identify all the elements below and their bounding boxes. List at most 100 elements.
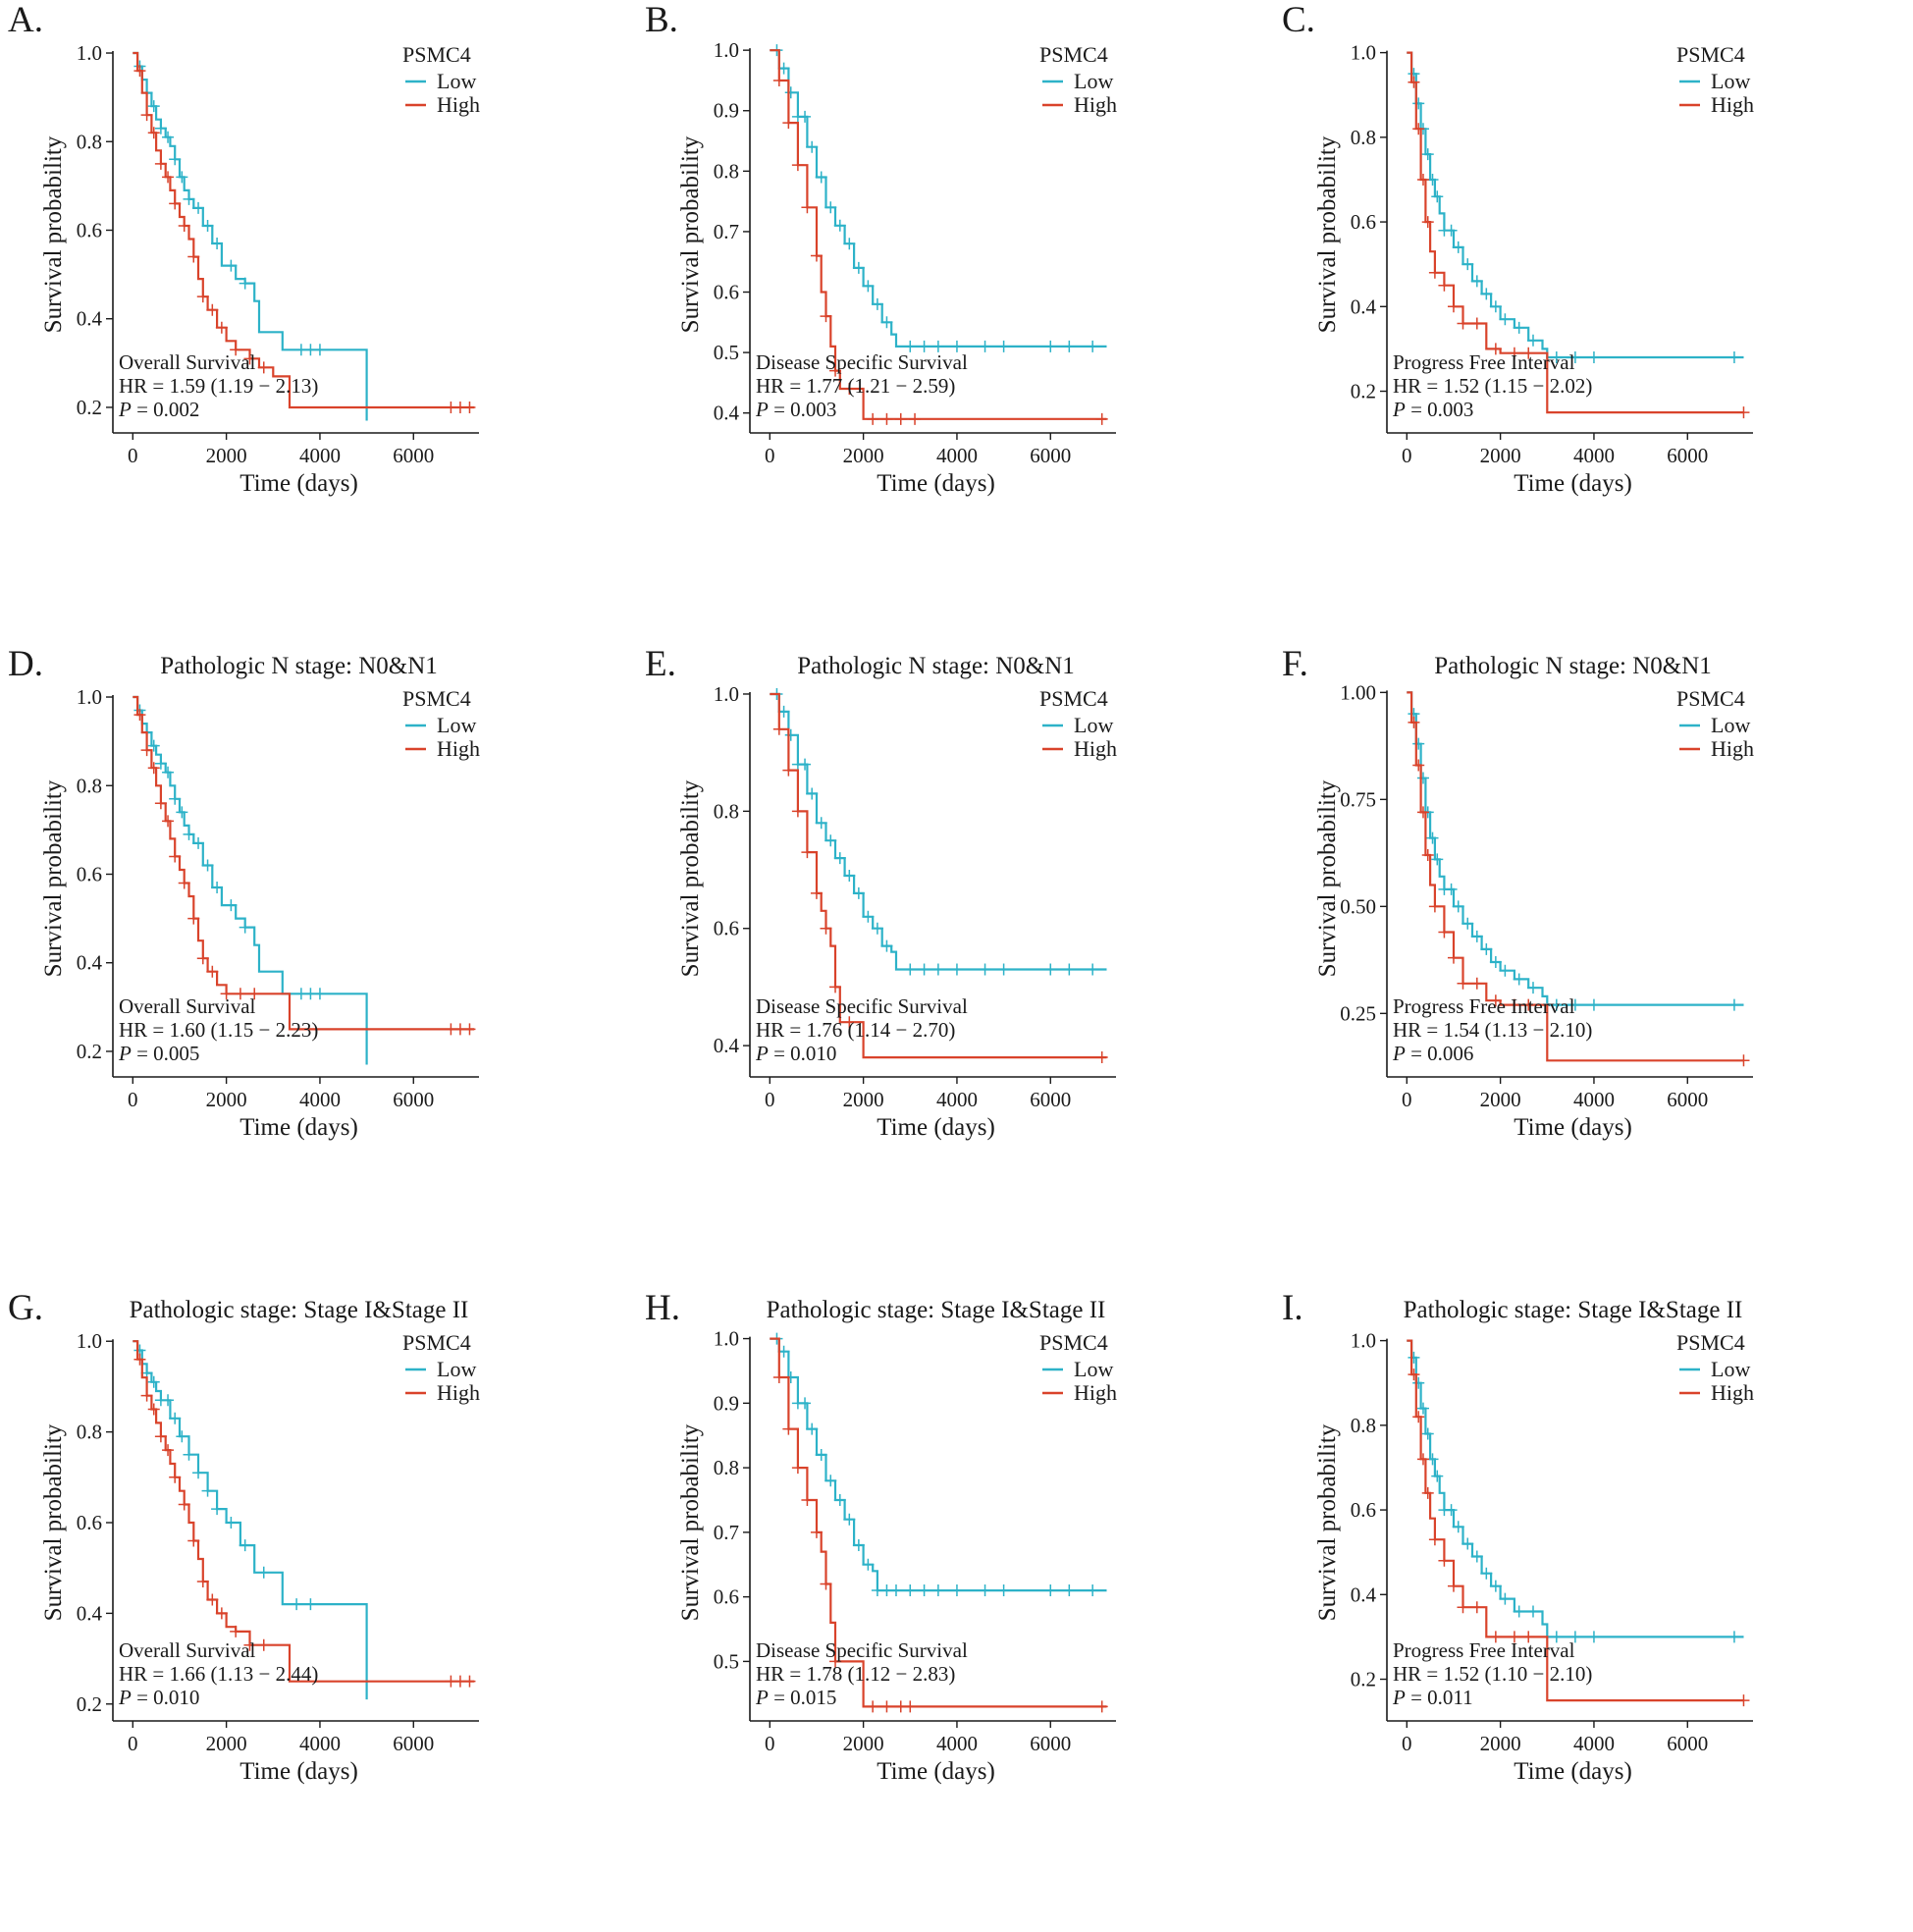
censor-mark-low [904, 1584, 917, 1597]
censor-mark-high [147, 127, 160, 139]
annotation-endpoint: Progress Free Interval [1393, 994, 1575, 1018]
censor-mark-low [211, 1503, 224, 1516]
annotation-endpoint: Disease Specific Survival [756, 1638, 968, 1662]
censor-mark-low [833, 219, 846, 232]
legend-label-high: High [1074, 92, 1117, 117]
x-tick-label: 4000 [299, 1088, 341, 1111]
censor-mark-high [829, 981, 842, 993]
annotation-hr: HR = 1.59 (1.19 − 2.13) [119, 374, 318, 398]
censor-mark-high [843, 1016, 856, 1029]
legend-label-low: Low [1711, 713, 1750, 737]
censor-mark-low [1087, 1584, 1099, 1597]
km-curve-low [1407, 51, 1744, 359]
annotation-p: P = 0.003 [1392, 398, 1473, 421]
censor-mark-low [1480, 1567, 1493, 1580]
censor-mark-high [1428, 1533, 1441, 1546]
censor-mark-high [894, 412, 907, 425]
censor-mark-high [791, 1462, 804, 1475]
censor-mark-high [801, 1493, 814, 1506]
km-panel-f: F. Pathologic N stage: N0&N1 0.25 0.50 0.75 1… [1274, 644, 1911, 1288]
y-tick-label: 0.5 [714, 1649, 739, 1673]
censor-mark-low [824, 1475, 837, 1487]
censor-mark-high [782, 117, 795, 130]
hr-value: 1.59 (1.19 − 2.13) [170, 374, 319, 398]
censor-mark-high [206, 965, 219, 978]
y-tick-label: 1.0 [1351, 1329, 1376, 1353]
x-tick-label: 2000 [1480, 1088, 1521, 1111]
x-tick-label: 0 [765, 1088, 775, 1111]
censor-mark-high [206, 303, 219, 316]
y-axis-label: Survival probability [1314, 135, 1341, 333]
censor-mark-low [1727, 1631, 1740, 1643]
x-tick-label: 2000 [843, 1732, 884, 1755]
censor-mark-high [1508, 347, 1520, 359]
censor-mark-high [154, 1430, 167, 1443]
censor-mark-low [1445, 1504, 1458, 1517]
censor-mark-low [162, 1394, 175, 1407]
censor-mark-low [1063, 340, 1076, 352]
y-tick-label: 0.5 [714, 341, 739, 364]
censor-mark-high [1438, 926, 1451, 939]
annotation-endpoint: Overall Survival [119, 350, 256, 374]
p-equals: = [769, 1042, 790, 1065]
censor-mark-high [162, 171, 175, 184]
annotation-p: P = 0.006 [1392, 1042, 1473, 1065]
p-equals: = [132, 398, 153, 421]
censor-mark-low [201, 219, 214, 232]
legend-title: PSMC4 [1676, 686, 1745, 711]
y-tick-label: 0.2 [1351, 380, 1376, 403]
censor-mark-low [1408, 1351, 1420, 1364]
censor-mark-low [904, 963, 917, 976]
y-tick-label: 0.2 [77, 1692, 102, 1716]
x-tick-label: 6000 [1667, 1088, 1708, 1111]
censor-mark-low [889, 1584, 902, 1597]
hr-value: 1.54 (1.13 − 2.10) [1444, 1018, 1593, 1042]
censor-mark-low [871, 297, 883, 310]
km-chart-svg: Pathologic stage: Stage I&Stage II 0.5 0.6… [677, 1297, 1117, 1785]
censor-mark-low [239, 1539, 251, 1552]
censor-mark-low [799, 758, 812, 771]
panel-label: D. [8, 644, 43, 684]
censor-mark-high [1412, 1411, 1425, 1423]
km-curve-low [133, 51, 368, 421]
censor-mark-low [1587, 1631, 1600, 1643]
annotation-hr: HR = 1.66 (1.13 − 2.44) [119, 1662, 318, 1686]
censor-mark-high [1438, 1554, 1451, 1567]
km-panel-e: E. Pathologic N stage: N0&N1 0.4 0.6 0.8 1.0 0… [637, 644, 1274, 1288]
legend-label-low: Low [1074, 713, 1113, 737]
censor-mark-low [806, 787, 819, 800]
censor-mark-low [997, 340, 1010, 352]
censor-mark-low [843, 870, 856, 883]
y-tick-label: 0.4 [714, 402, 740, 425]
censor-mark-high [829, 364, 842, 377]
censor-mark-high [820, 922, 832, 935]
censor-mark-low [176, 171, 188, 184]
p-equals: = [769, 398, 790, 421]
censor-mark-high [791, 159, 804, 172]
p-value: 0.005 [153, 1042, 199, 1065]
y-tick-label: 0.6 [77, 218, 102, 242]
censor-mark-high [1438, 279, 1451, 292]
x-axis-label: Time (days) [1514, 470, 1632, 497]
censor-mark-low [1412, 737, 1425, 750]
censor-mark-high [810, 249, 823, 262]
censor-mark-low [1044, 1584, 1057, 1597]
censor-mark-high [215, 1607, 228, 1620]
censor-mark-high [867, 1700, 879, 1713]
censor-mark-low [201, 859, 214, 872]
censor-mark-high [1428, 266, 1441, 279]
censor-mark-low [1568, 351, 1581, 364]
annotation-hr: HR = 1.78 (1.12 − 2.83) [756, 1662, 955, 1686]
censor-mark-low [1416, 772, 1429, 784]
x-axis-label: Time (days) [239, 1114, 358, 1141]
legend-title: PSMC4 [1039, 42, 1108, 67]
hr-prefix: HR = [1393, 1018, 1444, 1042]
y-axis-label: Survival probability [40, 1423, 67, 1621]
censor-mark-low [211, 882, 224, 894]
censor-mark-high [162, 1444, 175, 1457]
censor-mark-high [791, 805, 804, 818]
censor-mark-low [1480, 942, 1493, 955]
km-chart-svg: 0.2 0.4 0.6 0.8 1.0 0 2000 4000 6000 Time (days) S… [1314, 41, 1754, 497]
censor-mark-low [979, 1584, 991, 1597]
censor-mark-high [243, 1638, 256, 1651]
